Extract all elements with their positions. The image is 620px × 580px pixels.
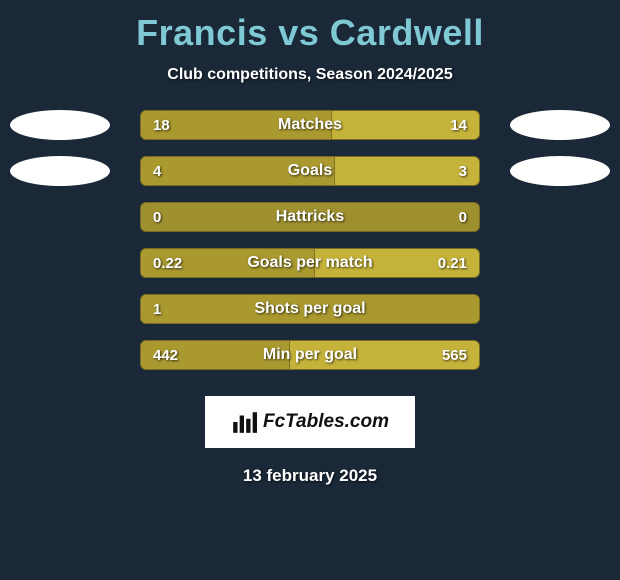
player2-photo-placeholder [510,156,610,186]
stat-row: 1814Matches [0,110,620,156]
stat-row: 1Shots per goal [0,294,620,340]
stat-row: 0.220.21Goals per match [0,248,620,294]
stat-row: 00Hattricks [0,202,620,248]
player2-photo-placeholder [510,110,610,140]
vs-text: vs [278,12,319,53]
stat-bar: 442565Min per goal [140,340,480,370]
stat-label: Min per goal [141,341,479,369]
stat-bar: 1814Matches [140,110,480,140]
player1-photo-placeholder [10,156,110,186]
stat-label: Hattricks [141,203,479,231]
stat-bar: 1Shots per goal [140,294,480,324]
comparison-card: Francis vs Cardwell Club competitions, S… [0,0,620,580]
stat-row: 43Goals [0,156,620,202]
subtitle: Club competitions, Season 2024/2025 [0,66,620,84]
source-badge[interactable]: FcTables.com [205,396,415,448]
stat-label: Shots per goal [141,295,479,323]
stat-label: Matches [141,111,479,139]
page-title: Francis vs Cardwell [0,12,620,54]
stat-row: 442565Min per goal [0,340,620,386]
stat-label: Goals [141,157,479,185]
stat-bar: 43Goals [140,156,480,186]
stat-label: Goals per match [141,249,479,277]
stat-bar: 00Hattricks [140,202,480,232]
stats-rows: 1814Matches 43Goals 00Hattricks 0.220.21Goa… [0,108,620,386]
badge-text: FcTables.com [263,411,389,433]
player1-photo-placeholder [10,110,110,140]
bars-icon [231,409,257,435]
player2-name: Cardwell [330,12,484,53]
stat-bar: 0.220.21Goals per match [140,248,480,278]
date-text: 13 february 2025 [0,466,620,486]
player1-name: Francis [136,12,268,53]
bar-divider [479,295,480,323]
